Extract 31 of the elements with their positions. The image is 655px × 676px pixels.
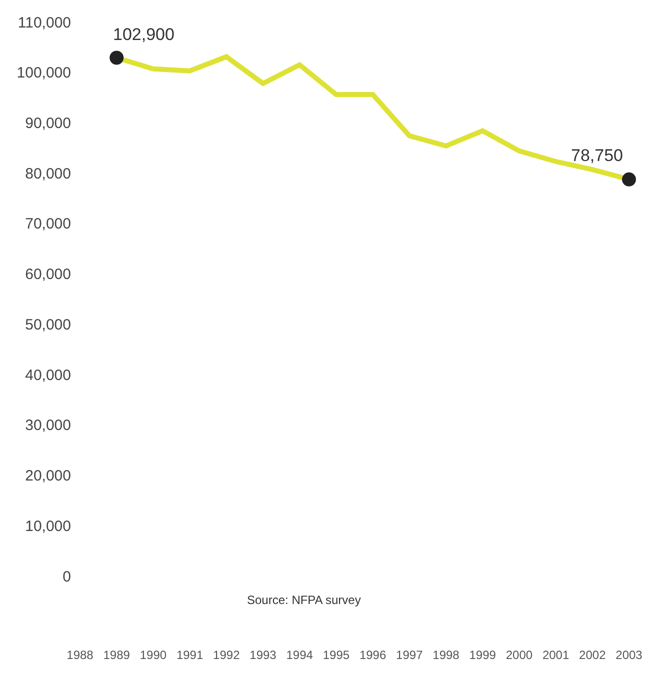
y-tick-label: 40,000 xyxy=(25,366,71,384)
x-tick-label: 1994 xyxy=(286,648,314,662)
x-tick-label: 1997 xyxy=(396,648,424,662)
x-tick-label: 2001 xyxy=(542,648,570,662)
y-tick-label: 70,000 xyxy=(25,216,71,233)
y-tick-label: 0 xyxy=(62,568,71,586)
x-tick-label: 1995 xyxy=(322,648,350,662)
y-tick-label: 50,000 xyxy=(25,316,71,334)
x-tick-label: 2003 xyxy=(616,648,643,662)
x-tick-label: 2000 xyxy=(506,648,533,662)
annotation: 102,900 xyxy=(113,25,174,44)
y-tick-label: 20,000 xyxy=(25,468,71,485)
x-tick-label: 1996 xyxy=(359,648,386,662)
y-tick-label: 90,000 xyxy=(25,114,71,132)
y-tick-label: 10,000 xyxy=(25,518,71,535)
x-tick-label: 1989 xyxy=(103,648,130,662)
x-tick-label: 1998 xyxy=(432,648,460,662)
x-tick-label: 1999 xyxy=(469,648,496,662)
x-tick-label: 1991 xyxy=(176,648,204,662)
x-tick-label: 1990 xyxy=(140,648,167,662)
x-tick-label: 1988 xyxy=(66,648,94,662)
source-note: Source: NFPA survey xyxy=(247,593,361,607)
y-tick-label: 80,000 xyxy=(25,165,71,182)
y-tick-label: 100,000 xyxy=(16,64,71,82)
x-tick-label: 1993 xyxy=(250,648,277,662)
x-tick-label: 1992 xyxy=(213,648,240,662)
annotation: 78,750 xyxy=(571,146,623,165)
y-tick-label: 60,000 xyxy=(25,266,71,284)
y-tick-label: 30,000 xyxy=(25,417,71,434)
x-tick-label: 2002 xyxy=(579,648,606,662)
y-tick-label: 110,000 xyxy=(18,14,71,32)
